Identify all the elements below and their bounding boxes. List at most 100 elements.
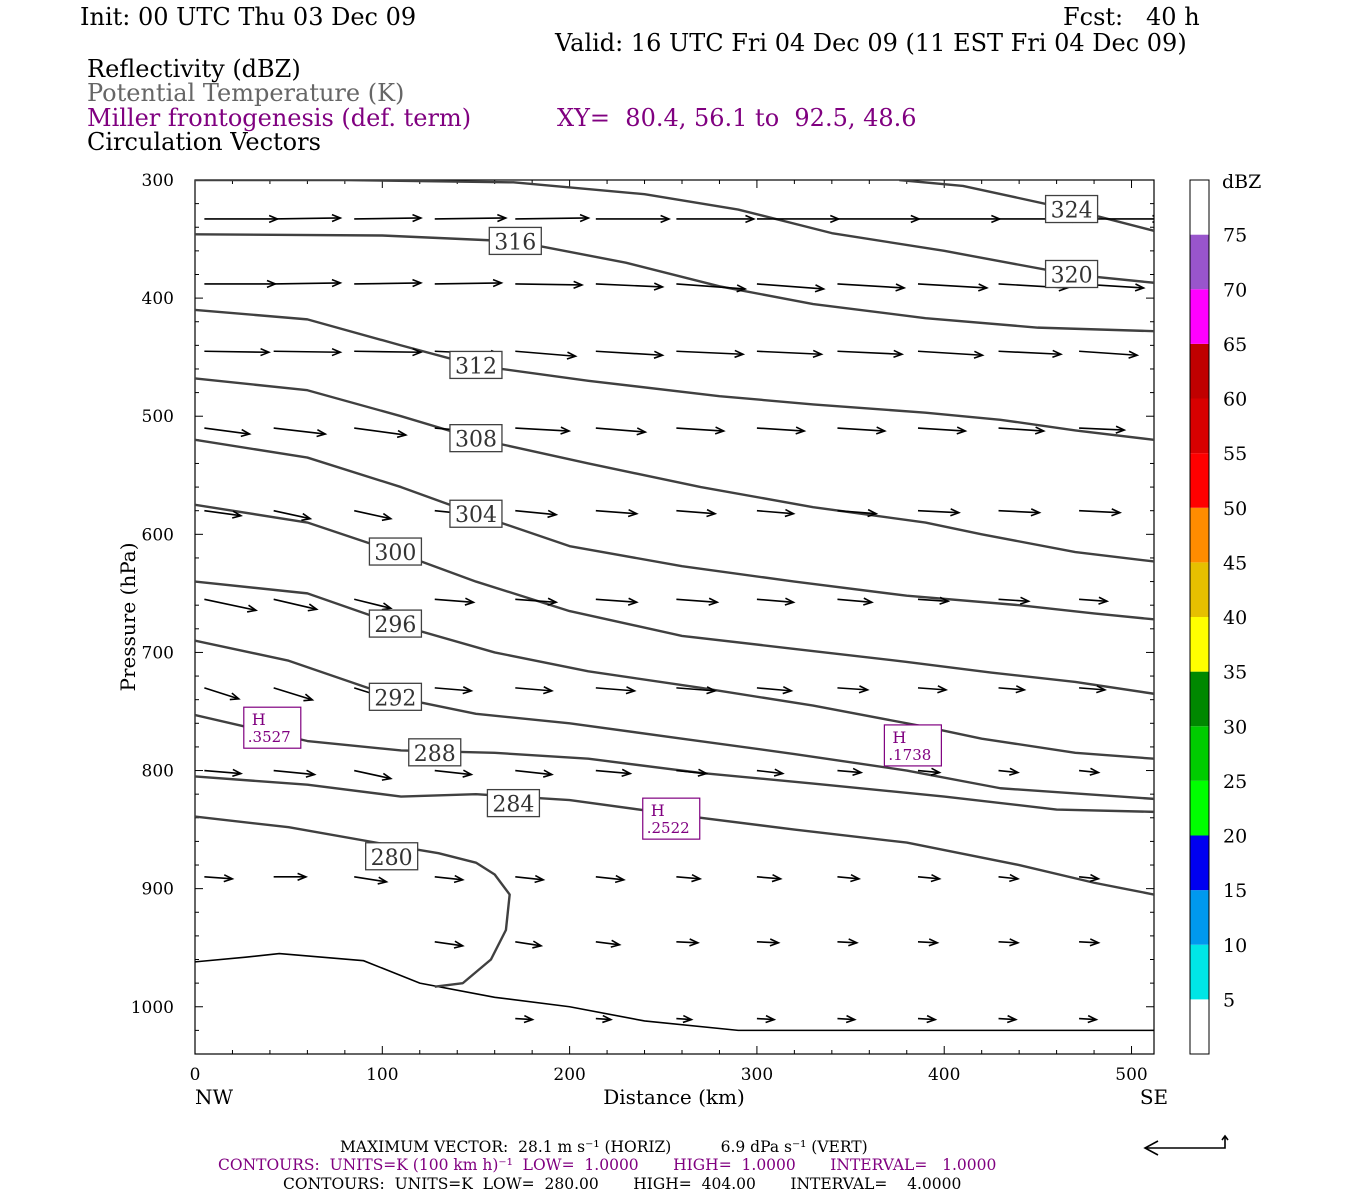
wind-vector-head: [845, 1014, 857, 1024]
colorbar-swatch: [1190, 180, 1209, 235]
y-tick-label: 1000: [131, 998, 174, 1018]
wind-vector-head: [863, 597, 874, 606]
wind-vector-head: [691, 874, 703, 883]
colorbar-level-label: 65: [1223, 334, 1247, 356]
field-circulation-vectors: Circulation Vectors: [87, 128, 321, 156]
wind-vector: [273, 427, 326, 435]
wind-vector: [204, 350, 269, 354]
wind-vector: [273, 509, 311, 520]
wind-vector: [354, 509, 391, 520]
wind-vector-head: [381, 772, 393, 781]
frontogenesis-value: .1738: [888, 746, 931, 764]
wind-vector: [917, 509, 959, 514]
wind-vector-head: [1034, 426, 1046, 435]
theta-label-box: [449, 499, 503, 528]
wind-vector: [676, 940, 698, 944]
wind-vector: [204, 876, 233, 880]
wind-vector-head: [937, 685, 949, 694]
surface-boundary-line: [195, 952, 1154, 1032]
wind-vector-head: [1009, 938, 1020, 947]
theta-label-316: 316: [488, 226, 542, 256]
wind-vector: [515, 350, 576, 358]
theta-label-box: [408, 738, 462, 767]
wind-vector: [515, 283, 582, 286]
wind-vector: [434, 876, 463, 881]
wind-vector: [756, 940, 779, 944]
theta-label-292: 292: [368, 682, 423, 711]
wind-vector: [837, 769, 862, 774]
wind-vector: [676, 350, 744, 356]
colorbar-swatch: [1190, 617, 1209, 672]
colorbar-swatch: [1190, 453, 1209, 508]
wind-vector: [837, 350, 902, 356]
wind-vector-head: [305, 769, 317, 778]
wind-vector: [434, 598, 474, 604]
wind-vector: [756, 598, 794, 604]
theta-label-288: 288: [408, 738, 462, 767]
wind-vector-head: [893, 349, 905, 359]
theta-contour-320: [195, 180, 1154, 284]
wind-vector: [434, 282, 502, 285]
y-tick-label: 700: [142, 643, 174, 663]
wind-vector-head: [1096, 685, 1107, 694]
wind-vector: [434, 217, 506, 220]
wind-vector: [756, 687, 792, 692]
theta-contour-292: [195, 639, 1154, 801]
maximum-vector-note: MAXIMUM VECTOR: 28.1 m s⁻¹ (HORIZ) 6.9 d…: [340, 1138, 868, 1156]
wind-vector: [917, 350, 983, 357]
wind-vector-head: [625, 686, 637, 695]
wind-vector: [917, 687, 947, 691]
wind-vector: [998, 940, 1018, 944]
wind-vector-head: [1087, 1014, 1099, 1024]
wind-vector: [515, 687, 552, 692]
wind-vector: [676, 687, 716, 692]
theta-label-box: [449, 350, 503, 380]
wind-vector: [917, 876, 940, 880]
wind-vector-head: [660, 214, 672, 224]
wind-vector-head: [297, 872, 309, 882]
y-axis-label: Pressure (hPa): [116, 543, 140, 692]
wind-vector-head: [950, 508, 961, 517]
wind-vector-head: [381, 602, 393, 611]
wind-vector: [837, 940, 857, 944]
wind-vector-head: [782, 686, 794, 695]
wind-vector: [756, 1017, 775, 1021]
theta-label-box: [449, 424, 503, 453]
theta-label-box: [488, 226, 542, 256]
wind-vector-head: [532, 940, 544, 949]
wind-vector: [515, 1017, 533, 1021]
wind-vector-head: [852, 767, 864, 777]
wind-vector: [273, 217, 341, 220]
wind-vector-head: [689, 938, 700, 947]
wind-vector: [917, 598, 949, 603]
colorbar-level-label: 55: [1223, 443, 1247, 465]
wind-vector: [515, 941, 542, 947]
wind-vector: [204, 598, 257, 612]
wind-vector: [917, 283, 987, 289]
wind-vector: [354, 427, 406, 436]
colorbar-level-label: 15: [1223, 880, 1247, 902]
wind-vector-head: [331, 347, 343, 357]
wind-vector-head: [543, 686, 554, 695]
wind-vector: [595, 876, 624, 881]
wind-vector: [998, 598, 1029, 603]
theta-label-box: [486, 788, 541, 818]
wind-vector-head: [1089, 938, 1101, 947]
wind-vector: [837, 1017, 855, 1021]
colorbar-level-label: 40: [1223, 607, 1247, 629]
theta-label-text: 312: [455, 354, 497, 379]
theta-label-text: 320: [1051, 263, 1093, 288]
wind-vector: [515, 427, 570, 432]
wind-vector: [676, 1017, 692, 1021]
wind-vector-head: [223, 874, 235, 883]
wind-vector-head: [636, 427, 648, 436]
wind-vector: [515, 769, 552, 776]
theta-label-312: 312: [449, 350, 503, 380]
wind-vector-head: [260, 347, 271, 357]
wind-vector-head: [773, 768, 785, 777]
theta-label-284: 284: [486, 788, 541, 818]
colorbar-level-label: 45: [1223, 552, 1247, 574]
theta-label-box: [368, 609, 423, 638]
colorbar-frame: [1189, 179, 1210, 1055]
